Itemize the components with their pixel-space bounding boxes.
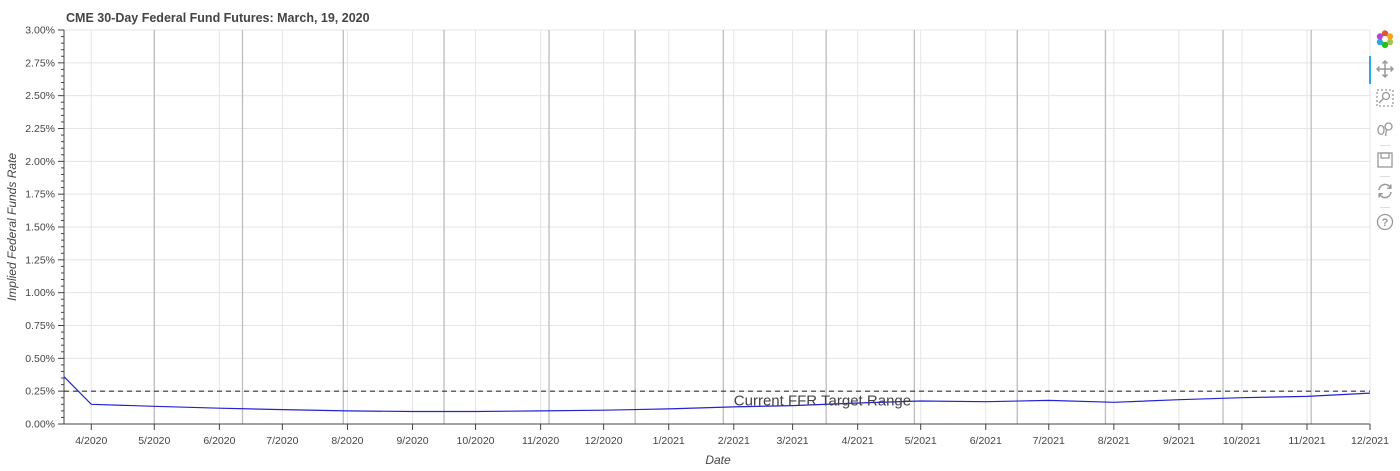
y-tick-label: 2.75%: [25, 57, 55, 69]
series-line: [63, 376, 1371, 413]
x-tick-label: 4/2020: [75, 435, 107, 447]
y-tick-label: 3.00%: [25, 25, 55, 37]
x-tick-label: 5/2020: [138, 435, 170, 447]
y-tick-label: 1.25%: [25, 254, 55, 266]
y-axis-label: Implied Federal Funds Rate: [5, 153, 19, 301]
y-tick-label: 1.50%: [25, 222, 55, 234]
y-tick-label: 2.00%: [25, 156, 55, 168]
active-tool-indicator: [1369, 56, 1371, 84]
x-tick-label: 10/2021: [1223, 435, 1261, 447]
x-tick-label: 10/2020: [457, 435, 495, 447]
meeting-lines: [153, 30, 1312, 424]
series: [63, 376, 1371, 413]
y-tick-labels: 0.00% 0.25% 0.50% 0.75% 1.00% 1.25% 1.50% 1.75%…: [25, 25, 55, 431]
x-tick-label: 6/2020: [203, 435, 235, 447]
y-tick-label: 2.25%: [25, 123, 55, 135]
y-tick-label: 0.75%: [25, 320, 55, 332]
x-tick-label: 9/2021: [1163, 435, 1195, 447]
toolbar-separator: [1380, 176, 1390, 177]
x-tick-label: 3/2021: [777, 435, 809, 447]
y-tick-label: 0.25%: [25, 386, 55, 398]
x-tick-label: 11/2021: [1288, 435, 1325, 447]
svg-text:?: ?: [1382, 217, 1389, 229]
toolbar-separator: [1380, 145, 1390, 146]
toolbar-separator: [1380, 207, 1390, 208]
bokeh-logo-icon[interactable]: [1374, 28, 1396, 50]
help-icon[interactable]: ?: [1374, 211, 1396, 233]
annotation-label: Current FFR Target Range: [734, 393, 911, 410]
x-tick-label: 5/2021: [905, 435, 937, 447]
x-tick-label: 7/2020: [266, 435, 298, 447]
y-tick-label: 0.00%: [25, 419, 55, 431]
x-tick-label: 1/2021: [653, 435, 685, 447]
save-icon[interactable]: [1374, 149, 1396, 171]
axes: [58, 29, 1371, 430]
x-tick-label: 2/2021: [718, 435, 750, 447]
chart-title: CME 30-Day Federal Fund Futures: March, …: [66, 11, 370, 25]
toolbar: ?: [1368, 26, 1400, 236]
x-axis-label: Date: [705, 453, 731, 466]
x-tick-labels: 4/2020 5/2020 6/2020 7/2020 8/2020 9/2020 10/2…: [75, 435, 1389, 447]
y-tick-label: 1.00%: [25, 287, 55, 299]
pan-icon[interactable]: [1374, 58, 1396, 80]
wheel-zoom-icon[interactable]: [1374, 118, 1396, 140]
grid: [64, 29, 1371, 424]
y-tick-label: 1.75%: [25, 189, 55, 201]
x-tick-label: 4/2021: [842, 435, 874, 447]
x-tick-label: 11/2020: [522, 435, 559, 447]
y-tick-label: 2.50%: [25, 90, 55, 102]
y-tick-label: 0.50%: [25, 353, 55, 365]
x-tick-label: 8/2020: [331, 435, 363, 447]
x-tick-label: 9/2020: [396, 435, 428, 447]
x-tick-label: 6/2021: [970, 435, 1002, 447]
reset-icon[interactable]: [1374, 180, 1396, 202]
x-tick-label: 8/2021: [1098, 435, 1130, 447]
box-zoom-icon[interactable]: [1374, 87, 1396, 109]
x-tick-label: 7/2021: [1033, 435, 1065, 447]
x-tick-label: 12/2021: [1351, 435, 1389, 447]
x-tick-label: 12/2020: [585, 435, 623, 447]
